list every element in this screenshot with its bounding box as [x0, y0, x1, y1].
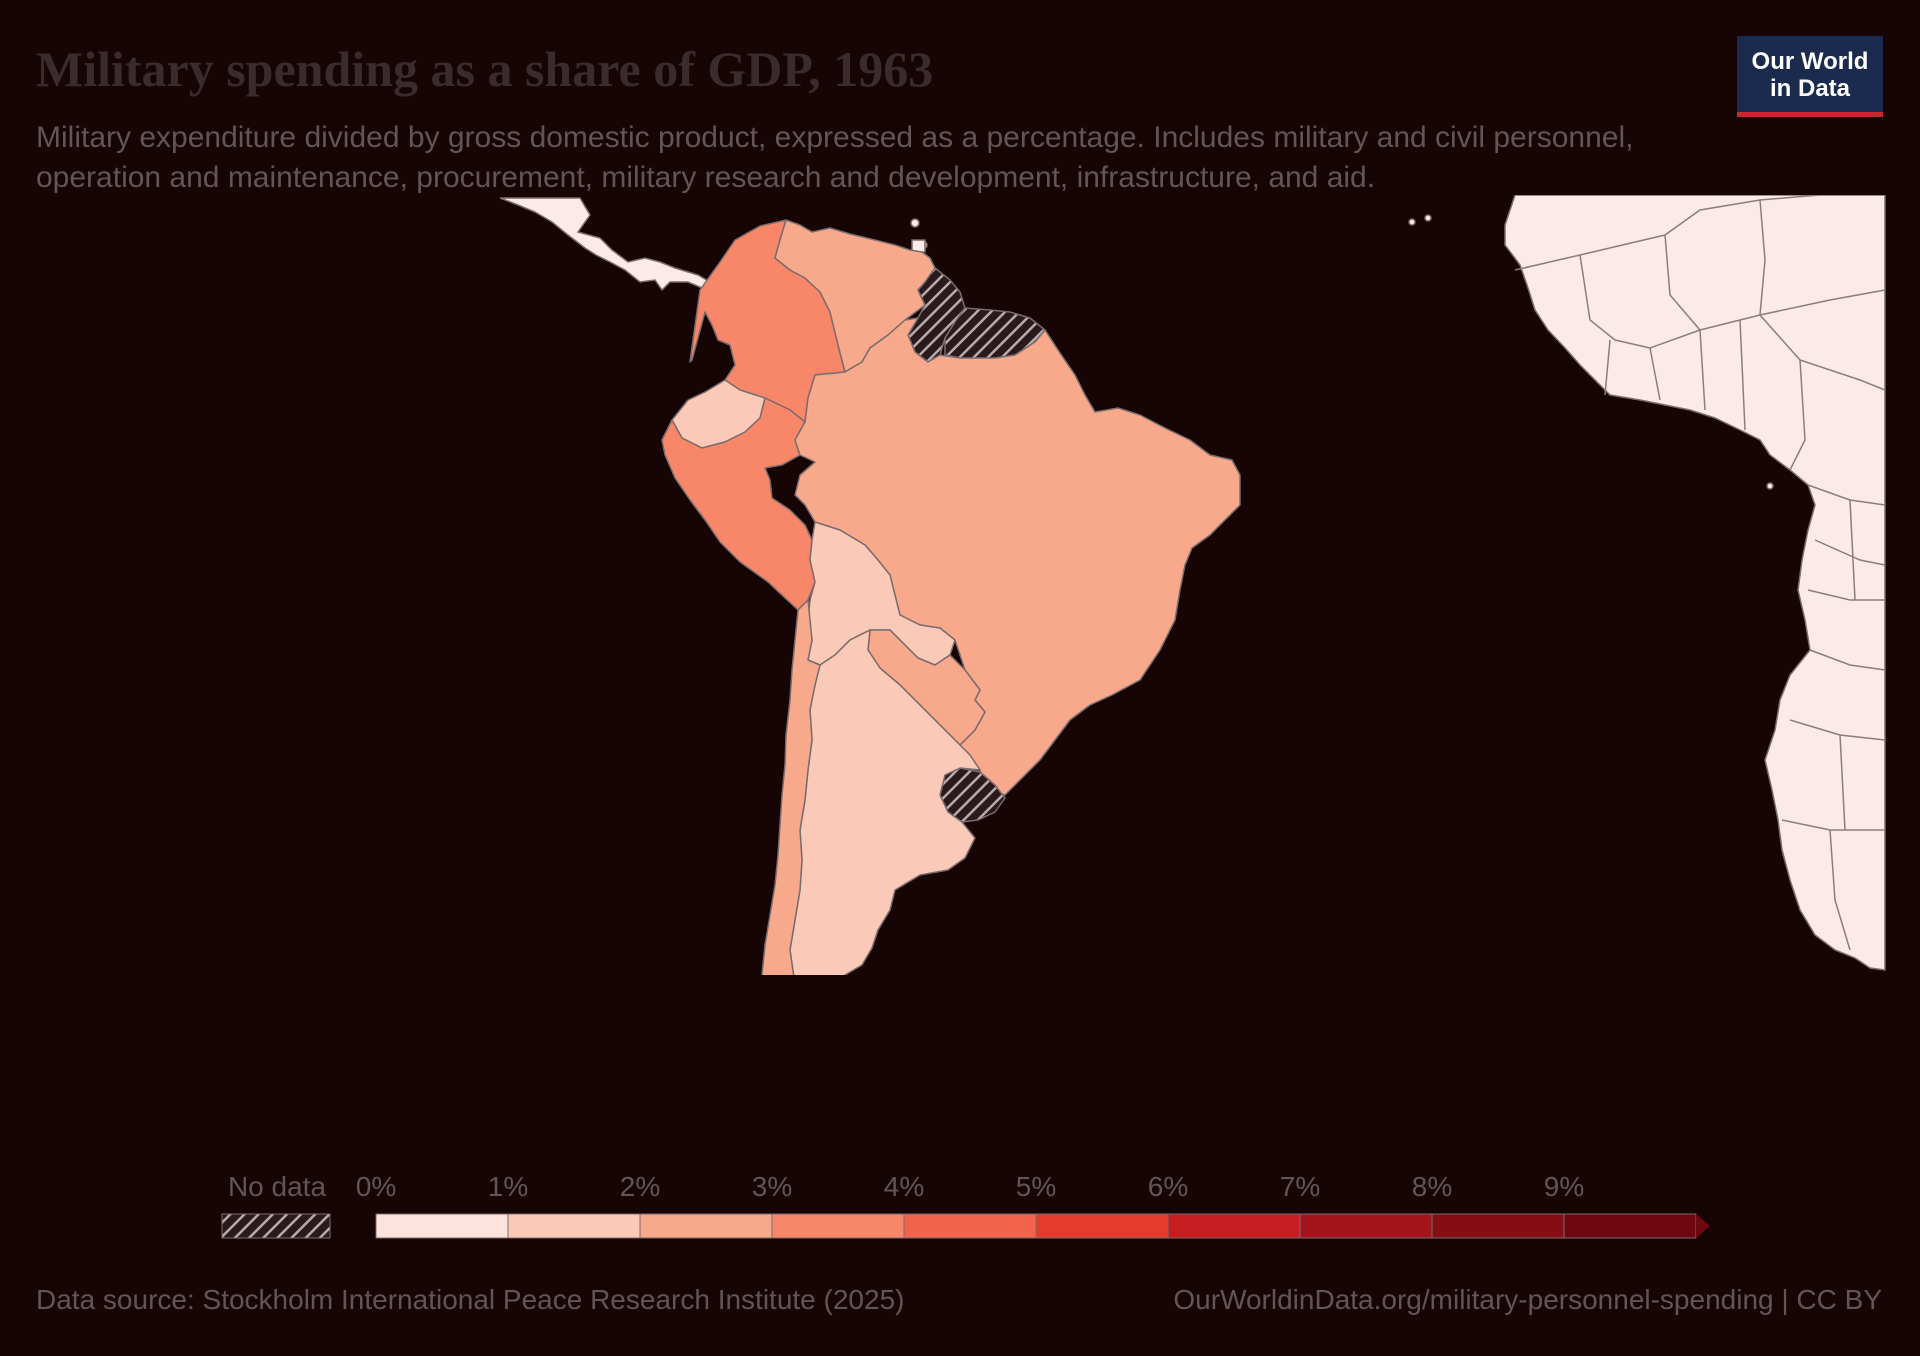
legend-color-scale: 0% 1% 2% 3% 4% 5% 6% 7% 8% 9%: [356, 1171, 1710, 1239]
legend-bin-3[interactable]: [771, 1213, 905, 1239]
legend-bin-1[interactable]: [507, 1213, 641, 1239]
legend-bin-8[interactable]: [1431, 1213, 1565, 1239]
legend-bin-9[interactable]: [1563, 1213, 1697, 1239]
legend-tick-label: 0%: [356, 1171, 396, 1202]
region-atlantic-island[interactable]: [1408, 218, 1416, 226]
legend-tick-label: 9%: [1544, 1171, 1584, 1202]
region-chile[interactable]: [752, 599, 860, 975]
legend-tick-label: 7%: [1280, 1171, 1320, 1202]
region-central-america[interactable]: [499, 197, 712, 292]
region-caribbean-island[interactable]: [910, 218, 920, 228]
chart-subtitle: Military expenditure divided by gross do…: [36, 121, 1634, 194]
legend-tick-label: 2%: [620, 1171, 660, 1202]
logo-line-2: in Data: [1769, 75, 1850, 102]
legend-tick-label: 1%: [488, 1171, 528, 1202]
africa-borders: [1514, 195, 1886, 951]
legend-bin-6[interactable]: [1167, 1213, 1301, 1239]
legend: No data 0% 1% 2% 3% 4% 5% 6% 7% 8% 9%: [221, 1171, 1710, 1239]
legend-bin-0[interactable]: [375, 1213, 509, 1239]
legend-no-data-label: No data: [228, 1171, 326, 1202]
region-peru[interactable]: [661, 397, 816, 611]
owid-logo[interactable]: Our World in Data: [1737, 36, 1883, 117]
data-source: Data source: Stockholm International Pea…: [36, 1284, 905, 1315]
legend-bin-7[interactable]: [1299, 1213, 1433, 1239]
region-atlantic-island[interactable]: [1424, 214, 1432, 222]
legend-arrow-tip: [1696, 1214, 1710, 1238]
chart-title: Military spending as a share of GDP, 196…: [36, 41, 934, 97]
legend-bin-5[interactable]: [1035, 1213, 1169, 1239]
region-africa[interactable]: [1504, 195, 1886, 971]
legend-bin-4[interactable]: [903, 1213, 1037, 1239]
legend-no-data[interactable]: No data: [221, 1171, 331, 1239]
legend-tick-label: 5%: [1016, 1171, 1056, 1202]
source-url[interactable]: OurWorldinData.org/military-personnel-sp…: [1173, 1284, 1882, 1315]
legend-tick-label: 3%: [752, 1171, 792, 1202]
region-atlantic-island[interactable]: [1766, 482, 1774, 490]
logo-line-1: Our World: [1751, 48, 1869, 75]
legend-tick-label: 6%: [1148, 1171, 1188, 1202]
map: [499, 195, 1886, 975]
legend-tick-label: 4%: [884, 1171, 924, 1202]
legend-tick-label: 8%: [1412, 1171, 1452, 1202]
legend-bin-2[interactable]: [639, 1213, 773, 1239]
legend-no-data-swatch: [221, 1213, 331, 1239]
region-trinidad[interactable]: [911, 239, 926, 253]
